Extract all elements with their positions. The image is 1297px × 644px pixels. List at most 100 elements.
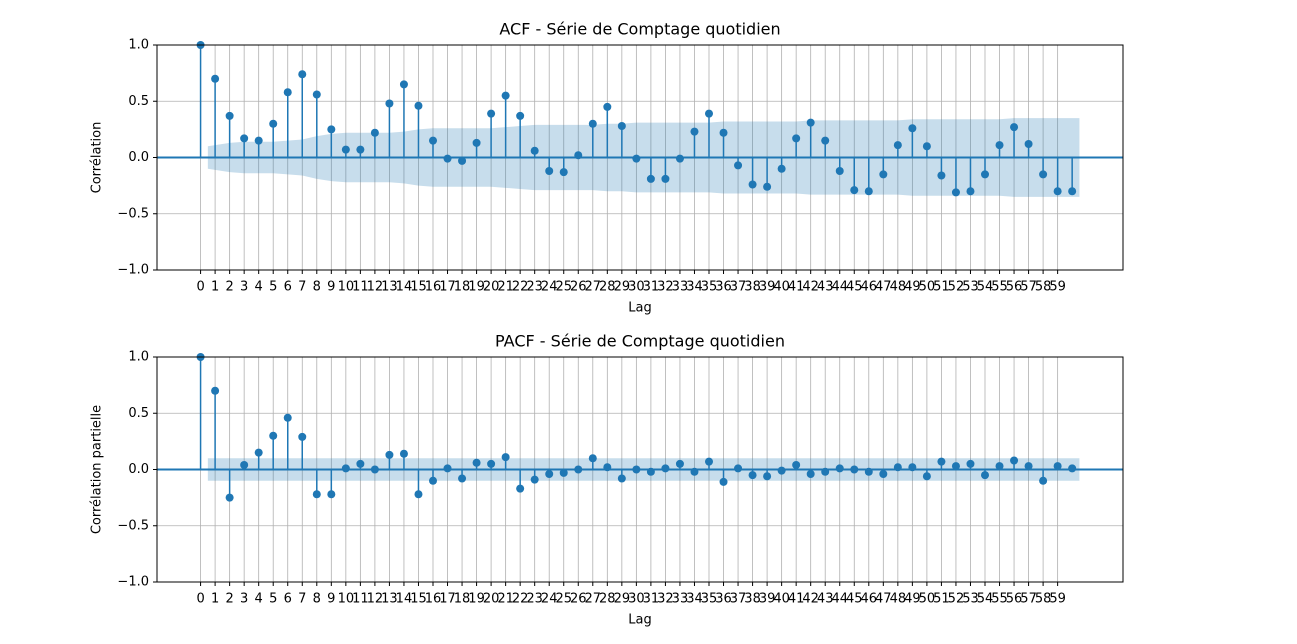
x-tick-label: 40 [773,280,790,295]
x-tick-label: 0 [196,592,204,607]
x-tick-label: 57 [1020,592,1037,607]
stem-marker [763,472,772,481]
stem-marker [835,464,844,473]
x-tick-label: 50 [919,280,936,295]
x-tick-label: 15 [410,592,427,607]
stem-marker [661,174,670,183]
stem-marker [661,464,670,473]
stem-marker [356,459,365,468]
x-tick-label: 52 [948,280,965,295]
stem-marker [777,466,786,475]
x-tick-label: 20 [483,280,500,295]
stem-marker [806,118,815,127]
axes-frame [156,44,1124,271]
stem-marker [385,99,394,108]
x-tick-label: 41 [788,280,805,295]
x-tick-label: 36 [715,592,732,607]
stem-marker [298,432,307,441]
x-tick-label: 14 [396,592,413,607]
x-tick-label: 33 [672,280,689,295]
x-tick-label: 12 [367,280,384,295]
x-tick-label: 26 [570,592,587,607]
stem-marker [225,111,234,120]
stem-marker [312,90,321,99]
stem-marker [821,467,830,476]
stem-marker [414,101,423,110]
x-tick-label: 58 [1035,280,1052,295]
x-tick-label: 51 [933,592,950,607]
x-tick-label: 23 [526,592,543,607]
x-tick-label: 9 [327,592,335,607]
x-tick-label: 56 [1006,280,1023,295]
stem-marker [1024,462,1033,471]
x-tick-label: 7 [298,280,306,295]
x-tick-label: 10 [338,280,355,295]
x-tick-label: 22 [512,592,529,607]
x-tick-label: 5 [269,280,277,295]
x-axis-label: Lag [628,301,651,316]
stem-marker [472,138,481,147]
x-tick-label: 28 [599,280,616,295]
stem-marker [530,475,539,484]
x-tick-label: 8 [313,592,321,607]
x-tick-label: 41 [788,592,805,607]
x-tick-label: 21 [497,280,514,295]
x-tick-label: 18 [454,280,471,295]
stem-marker [1039,476,1048,485]
x-tick-label: 32 [657,592,674,607]
y-tick-label: 0.5 [128,94,149,109]
y-axis-label: Corrélation partielle [90,405,105,534]
x-tick-label: 16 [425,280,442,295]
x-tick-label: 30 [628,280,645,295]
stem-marker [312,490,321,499]
stem-marker [922,472,931,481]
stem-marker [1024,140,1033,148]
stem-marker [399,449,408,458]
stem-marker [458,156,467,165]
x-tick-label: 25 [555,592,572,607]
x-tick-label: 33 [672,592,689,607]
stem-marker [516,111,525,120]
x-tick-label: 32 [657,280,674,295]
stem-marker [850,186,859,195]
x-tick-label: 17 [439,280,456,295]
x-tick-label: 40 [773,592,790,607]
stem-marker [545,167,554,175]
stem-marker [617,474,626,483]
x-tick-label: 53 [962,592,979,607]
stem-marker [734,464,743,473]
stem-marker [864,187,873,196]
stem-marker [908,463,917,472]
x-tick-label: 30 [628,592,645,607]
stem-marker [370,128,379,137]
stem-marker [603,102,612,111]
stem-marker [763,182,772,191]
stem-marker [341,145,350,154]
stem-marker [748,180,757,189]
stem-marker [370,465,379,474]
stem-marker [254,136,263,145]
stem-marker [850,465,859,474]
stem-marker [675,459,684,468]
chart-title: PACF - Série de Comptage quotidien [495,332,785,351]
x-tick-label: 23 [526,280,543,295]
x-tick-label: 42 [802,280,819,295]
x-tick-label: 3 [240,280,248,295]
stem-marker [283,413,292,422]
stem-marker [298,70,307,79]
stem-marker [632,154,641,163]
stem-marker [1068,187,1077,196]
stem-marker [254,448,263,457]
stem-marker [269,119,278,128]
stem-marker [995,141,1004,150]
x-tick-label: 46 [861,280,878,295]
x-axis-label: Lag [628,613,651,628]
stem-marker [675,154,684,163]
x-tick-label: 52 [948,592,965,607]
stem-marker [705,109,713,118]
x-tick-label: 22 [512,280,529,295]
stem-marker [588,454,597,463]
x-tick-label: 29 [614,592,631,607]
stem-marker [705,457,713,466]
stem-marker [341,464,350,473]
